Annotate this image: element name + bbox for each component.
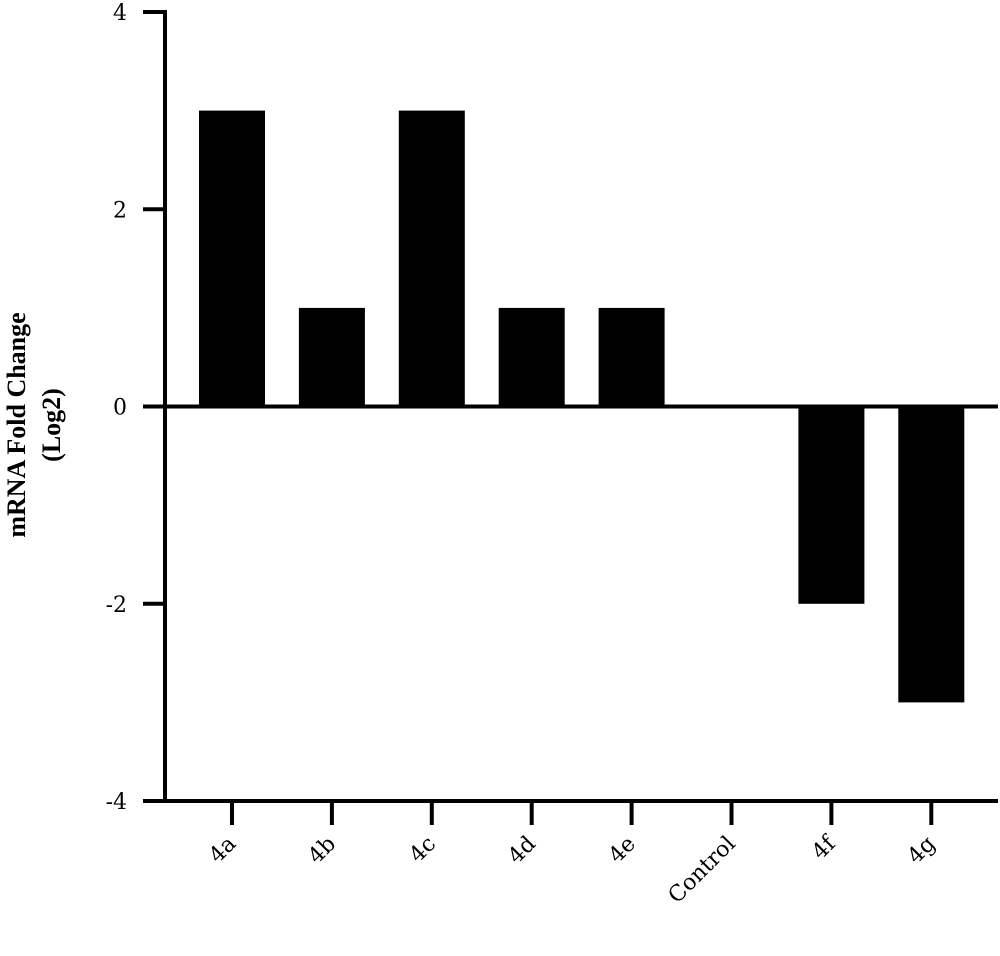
x-tick-label-4a: 4a <box>204 832 241 869</box>
y-tick-label: 4 <box>113 1 127 26</box>
y-tick-label: -2 <box>106 593 127 618</box>
y-axis-title-line: (Log2) <box>37 388 66 462</box>
y-tick-label: 2 <box>113 198 127 223</box>
bar-4g <box>898 406 965 703</box>
x-tick-label-4b: 4b <box>304 832 342 870</box>
x-axis-ticks: 4a 4b 4c 4d 4e Control 4f 4g <box>204 801 941 909</box>
x-tick-label-4e: 4e <box>604 832 641 869</box>
y-axis-ticks: 4 2 0 -2 -4 <box>106 1 165 815</box>
y-tick-label: -4 <box>106 790 127 815</box>
x-tick-label-4c: 4c <box>405 832 441 868</box>
bar-4a <box>199 110 265 407</box>
axes <box>163 10 998 803</box>
x-tick-label-4f: 4f <box>807 830 842 865</box>
x-tick-label-4d: 4d <box>503 832 541 870</box>
bar-4d <box>498 307 565 407</box>
y-axis-title: mRNA Fold Change (Log2) <box>2 312 66 537</box>
bar-4f <box>798 406 865 604</box>
bars <box>199 110 965 703</box>
bar-4c <box>398 110 465 407</box>
y-axis-title-line: mRNA Fold Change <box>2 312 31 537</box>
bar-4e <box>598 307 665 407</box>
x-tick-label-4g: 4g <box>903 832 941 870</box>
y-tick-label: 0 <box>113 396 127 421</box>
x-tick-label-control: Control <box>664 832 741 909</box>
bar-4b <box>298 307 365 407</box>
